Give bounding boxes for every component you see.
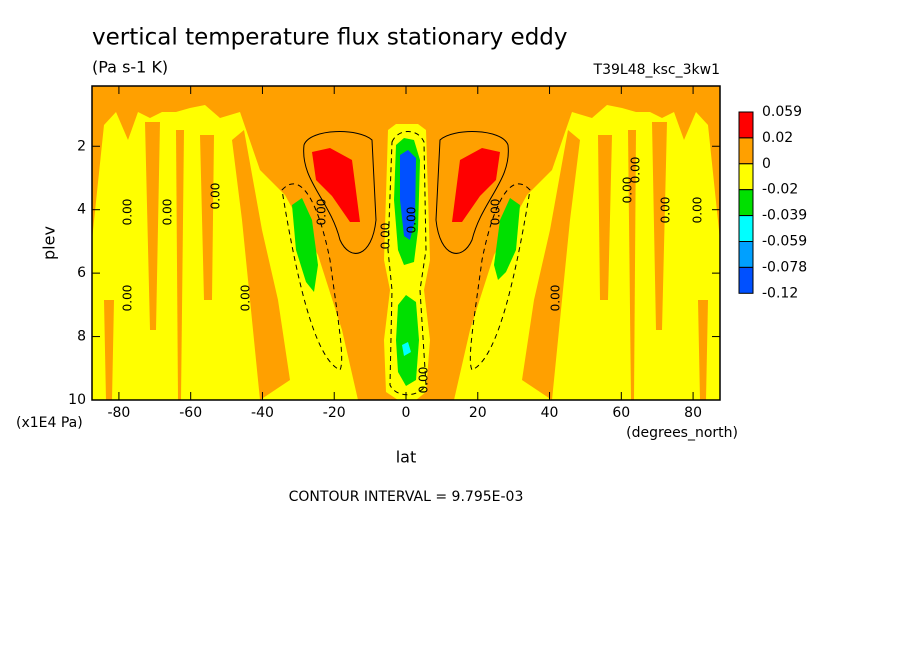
colorbar-box: [738, 163, 754, 191]
contour-field: [92, 86, 720, 400]
region: [145, 122, 160, 330]
chart-title: vertical temperature flux stationary edd…: [92, 25, 568, 51]
region: [200, 135, 214, 300]
region: [312, 148, 360, 222]
colorbar-label: 0.02: [762, 130, 793, 146]
colorbar-box: [738, 266, 754, 294]
y-axis-units: (x1E4 Pa): [16, 415, 83, 431]
colorbar-label: -0.12: [762, 285, 798, 301]
contour-label: 0.00: [379, 223, 393, 250]
contour-label: 0.00: [417, 367, 431, 394]
x-tick-label: 80: [684, 405, 702, 421]
x-axis-label: lat: [396, 448, 417, 467]
colorbar-box: [738, 241, 754, 268]
x-tick-label: 20: [469, 405, 487, 421]
contour-label: 0.00: [489, 199, 503, 226]
contour-label: 0.00: [239, 285, 253, 312]
region: [292, 198, 318, 292]
y-tick-label: 4: [77, 202, 86, 218]
x-tick-label: 0: [402, 405, 411, 421]
x-tick-label: -40: [251, 405, 274, 421]
region: [494, 198, 520, 280]
contour-label: 0.00: [121, 285, 135, 312]
x-tick-label: 60: [612, 405, 630, 421]
region: [452, 148, 500, 222]
y-axis-label: plev: [40, 226, 59, 260]
y-tick-label: 10: [68, 392, 86, 408]
region: [176, 130, 184, 400]
y-tick-label: 6: [77, 265, 86, 281]
contour-label: 0.00: [121, 199, 135, 226]
colorbar-box: [738, 215, 754, 243]
region: [104, 300, 114, 400]
region: [628, 130, 636, 400]
colorbar-label: -0.02: [762, 182, 798, 198]
contour-label: 0.00: [549, 285, 563, 312]
region: [598, 135, 612, 300]
colorbar-label: -0.059: [762, 234, 807, 250]
colorbar-box: [738, 189, 754, 217]
colorbar-label: 0.059: [762, 104, 802, 120]
colorbar-label: -0.039: [762, 208, 807, 224]
dataset-label: T39L48_ksc_3kw1: [593, 62, 720, 78]
contour-line: [469, 183, 531, 371]
region: [396, 295, 419, 386]
contour-label: 0.00: [659, 197, 673, 224]
contour-label: 0.00: [209, 183, 223, 210]
region: [402, 342, 411, 356]
contour-line: [281, 183, 343, 371]
x-tick-label: -80: [107, 405, 130, 421]
region: [698, 300, 708, 400]
x-tick-label: -60: [179, 405, 202, 421]
x-tick-label: -20: [323, 405, 346, 421]
x-tick-label: 40: [541, 405, 559, 421]
contour-label: 0.00: [161, 199, 175, 226]
footnote: CONTOUR INTERVAL = 9.795E-03: [289, 489, 524, 505]
x-axis-units: (degrees_north): [626, 425, 738, 441]
contour-label: 0.00: [405, 207, 419, 234]
contour-label: 0.00: [621, 177, 635, 204]
chart-subtitle: (Pa s-1 K): [92, 58, 168, 77]
colorbar-label: 0: [762, 156, 771, 172]
colorbar-label: -0.078: [762, 259, 807, 275]
contour-line: [303, 131, 377, 254]
contour-line: [387, 131, 427, 396]
region: [232, 130, 290, 400]
contour-label: 0.00: [315, 199, 329, 226]
contour-label: 0.00: [691, 197, 705, 224]
colorbar-box: [738, 111, 754, 139]
y-tick-label: 8: [77, 329, 86, 345]
region: [522, 130, 580, 400]
contour-line: [435, 131, 509, 254]
region: [400, 150, 416, 240]
region: [652, 122, 667, 330]
y-tick-label: 2: [77, 138, 86, 154]
contour-label: 0.00: [629, 157, 643, 184]
colorbar-box: [738, 137, 754, 165]
